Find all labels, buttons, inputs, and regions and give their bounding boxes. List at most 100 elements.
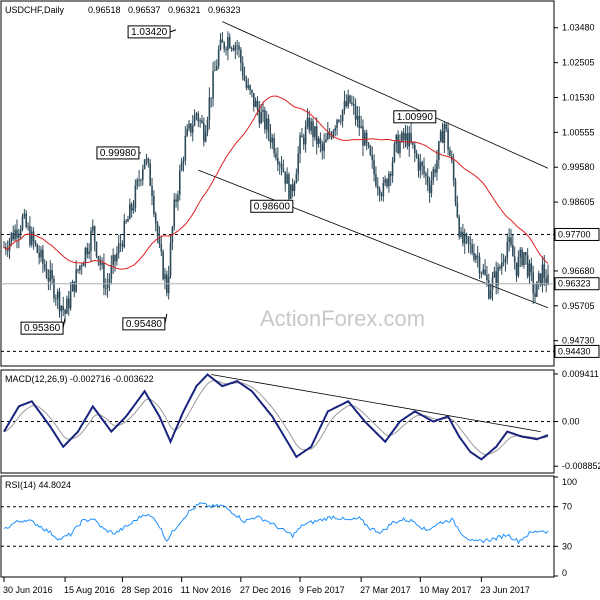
candle-body <box>177 194 179 202</box>
price-trendlines <box>198 21 549 309</box>
current-price-label: 0.96323 <box>558 279 591 289</box>
candle-body <box>541 264 544 285</box>
candle-body <box>408 132 411 147</box>
candle-body <box>51 270 53 279</box>
candle-body <box>397 134 399 154</box>
candle-body <box>334 128 337 131</box>
candle-body <box>506 242 509 259</box>
candle-body <box>215 65 218 71</box>
candle-body <box>75 269 77 292</box>
candle-body <box>280 163 283 169</box>
candle-body <box>106 283 109 289</box>
candle-body <box>147 158 150 164</box>
candle-body <box>240 49 242 63</box>
candle-body <box>523 252 525 266</box>
x-tick-label: 30 Jun 2016 <box>3 585 53 595</box>
candle-body <box>86 247 89 255</box>
candle-body <box>278 163 281 165</box>
callout-box <box>20 321 64 335</box>
moving-average-line <box>3 95 549 270</box>
candle-body <box>452 160 455 181</box>
candle-body <box>127 219 129 222</box>
candle-body <box>88 251 90 255</box>
price-tick-label: 1.03480 <box>562 23 595 33</box>
candle-body <box>30 231 33 245</box>
candle-body <box>393 143 396 162</box>
candle-body <box>204 131 207 142</box>
candle-body <box>438 141 440 161</box>
candle-body <box>323 142 325 151</box>
candle-body <box>352 103 355 106</box>
candle-body <box>495 271 497 286</box>
candle-body <box>406 133 409 147</box>
candle-body <box>38 252 40 258</box>
candle-body <box>184 136 187 161</box>
candle-body <box>129 204 131 220</box>
candle-body <box>471 244 473 253</box>
candle-body <box>103 263 105 289</box>
level-label-box <box>554 344 600 358</box>
candle-body <box>299 135 301 154</box>
candle-body <box>164 274 166 280</box>
candle-body <box>71 281 74 292</box>
candle-body <box>341 110 344 122</box>
candle-body <box>532 272 534 294</box>
candle-body <box>232 48 235 51</box>
candle-body <box>58 291 61 312</box>
candle-body <box>291 184 294 191</box>
macd-trendline <box>211 374 541 432</box>
candle-body <box>64 309 66 314</box>
callout-box <box>393 110 437 124</box>
callout-label: 0.98600 <box>254 201 291 212</box>
candle-body <box>42 249 44 264</box>
candle-body <box>480 273 483 274</box>
candle-body <box>284 171 287 184</box>
candle-body <box>167 275 170 293</box>
candle-body <box>225 48 227 51</box>
candle-body <box>36 244 39 253</box>
candle-body <box>423 165 425 174</box>
macd-axis: 0.009411 0.00 -0.008852 <box>554 369 600 471</box>
candle-body <box>264 110 266 130</box>
candle-body <box>151 185 153 196</box>
level-label-box <box>554 227 600 241</box>
candle-body <box>362 126 364 146</box>
macd-layer <box>1 373 554 461</box>
candle-body <box>290 184 292 200</box>
candle-body <box>404 133 407 141</box>
candle-body <box>460 231 462 237</box>
candle-body <box>410 132 412 143</box>
candle-body <box>193 115 196 126</box>
candle-body <box>101 263 103 265</box>
candle-body <box>262 110 264 113</box>
candle-body <box>230 48 233 49</box>
candle-body <box>441 131 444 143</box>
candle-body <box>156 223 159 237</box>
candle-body <box>302 137 305 145</box>
candle-body <box>332 130 335 138</box>
candle-body <box>286 174 288 184</box>
candle-body <box>56 291 59 299</box>
candle-body <box>245 80 248 88</box>
candle-body <box>228 37 231 49</box>
candle-body <box>182 160 185 162</box>
candle-body <box>439 131 442 142</box>
candle-body <box>123 220 126 247</box>
candle-body <box>158 236 161 245</box>
symbol-text: USDCHF <box>5 5 43 15</box>
candle-body <box>104 288 107 289</box>
candle-body <box>304 126 307 145</box>
candle-body <box>249 85 251 91</box>
candle-body <box>160 244 163 252</box>
candle-body <box>154 214 157 224</box>
candle-body <box>282 168 285 172</box>
candle-body <box>358 115 361 129</box>
candle-body <box>345 100 348 107</box>
candle-body <box>110 265 113 279</box>
candle-body <box>478 257 481 274</box>
candle-body <box>508 237 510 243</box>
candle-body <box>217 49 220 66</box>
candle-body <box>140 180 142 181</box>
candle-body <box>543 264 546 278</box>
candle-body <box>519 249 522 258</box>
